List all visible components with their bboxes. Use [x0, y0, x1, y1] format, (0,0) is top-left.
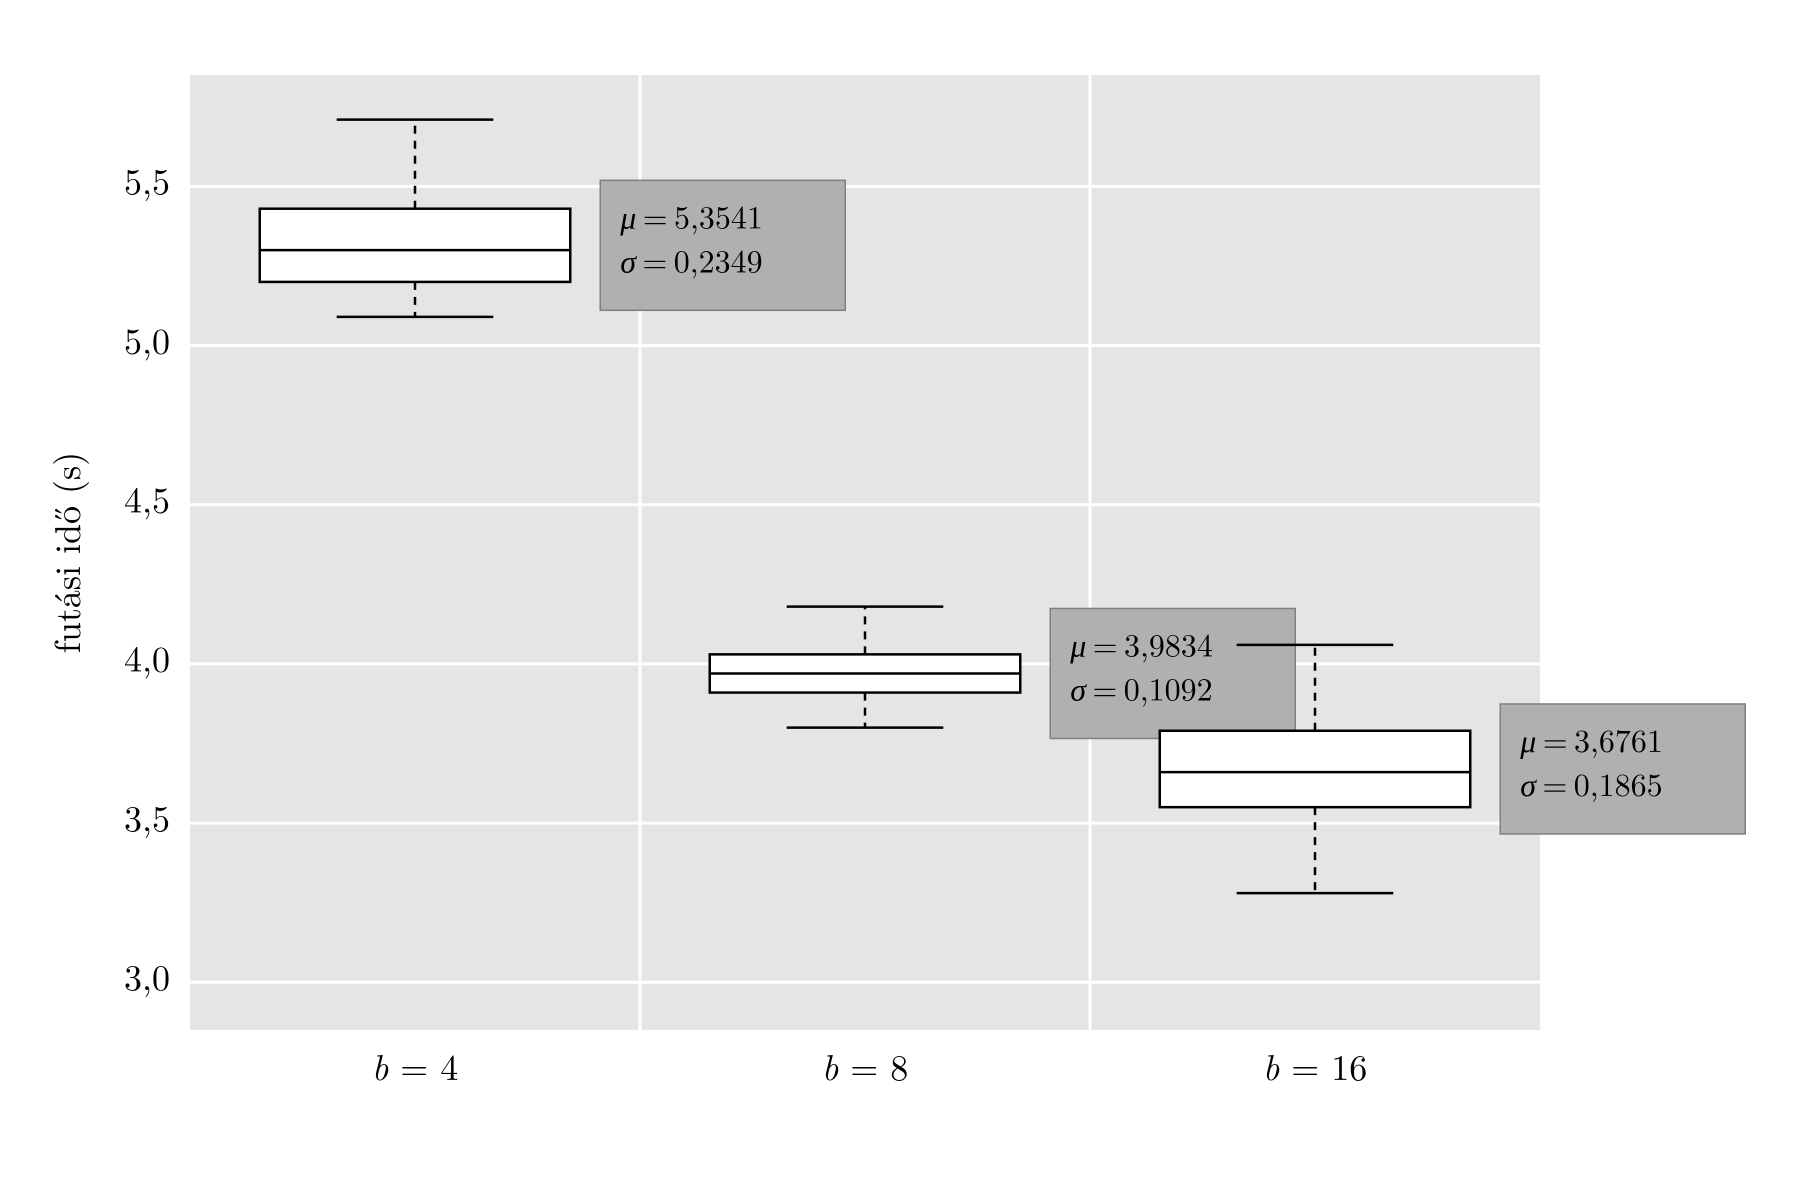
annotation-mu-value: 3,6761 [1574, 717, 1663, 762]
box [1160, 731, 1471, 807]
annotation-mu: μ = 3,6761 [1519, 717, 1663, 762]
xtick-label: b = 8 [822, 1040, 909, 1091]
box [260, 209, 571, 282]
annotation-mu: μ = 5,3541 [619, 193, 763, 238]
ytick-label: 5,5 [124, 154, 170, 205]
y-axis-label: futási idő (s) [40, 452, 91, 653]
annotation-sigma-value: 0,1092 [1124, 665, 1213, 710]
annotation-sigma: σ = 0,1865 [1520, 761, 1662, 806]
annotation-sigma: σ = 0,1092 [1070, 665, 1212, 710]
ytick-label: 4,0 [124, 632, 170, 683]
ytick-label: 3,5 [124, 791, 170, 842]
annotation-sigma-value: 0,2349 [674, 237, 763, 282]
annotation-sigma: σ = 0,2349 [620, 237, 762, 282]
ytick-label: 3,0 [124, 950, 170, 1001]
annotation-mu: μ = 3,9834 [1069, 621, 1213, 666]
annotation-mu-value: 3,9834 [1124, 621, 1213, 666]
ytick-label: 4,5 [124, 473, 170, 524]
xtick-label: b = 4 [372, 1040, 459, 1091]
xtick-value: 16 [1331, 1040, 1367, 1091]
xtick-value: 8 [890, 1040, 908, 1091]
annotation-mu-value: 5,3541 [674, 193, 763, 238]
chart-svg: 3,0 3,5 4,0 4,5 5,0 5,5 futási idő (s) μ = 5,35… [0, 0, 1800, 1200]
ytick-label: 5,0 [124, 313, 170, 364]
xtick-label: b = 16 [1263, 1040, 1368, 1091]
annotation-sigma-value: 0,1865 [1574, 761, 1663, 806]
xtick-value: 4 [440, 1040, 458, 1091]
boxplot-chart: 3,0 3,5 4,0 4,5 5,0 5,5 futási idő (s) μ = 5,35… [0, 0, 1800, 1200]
